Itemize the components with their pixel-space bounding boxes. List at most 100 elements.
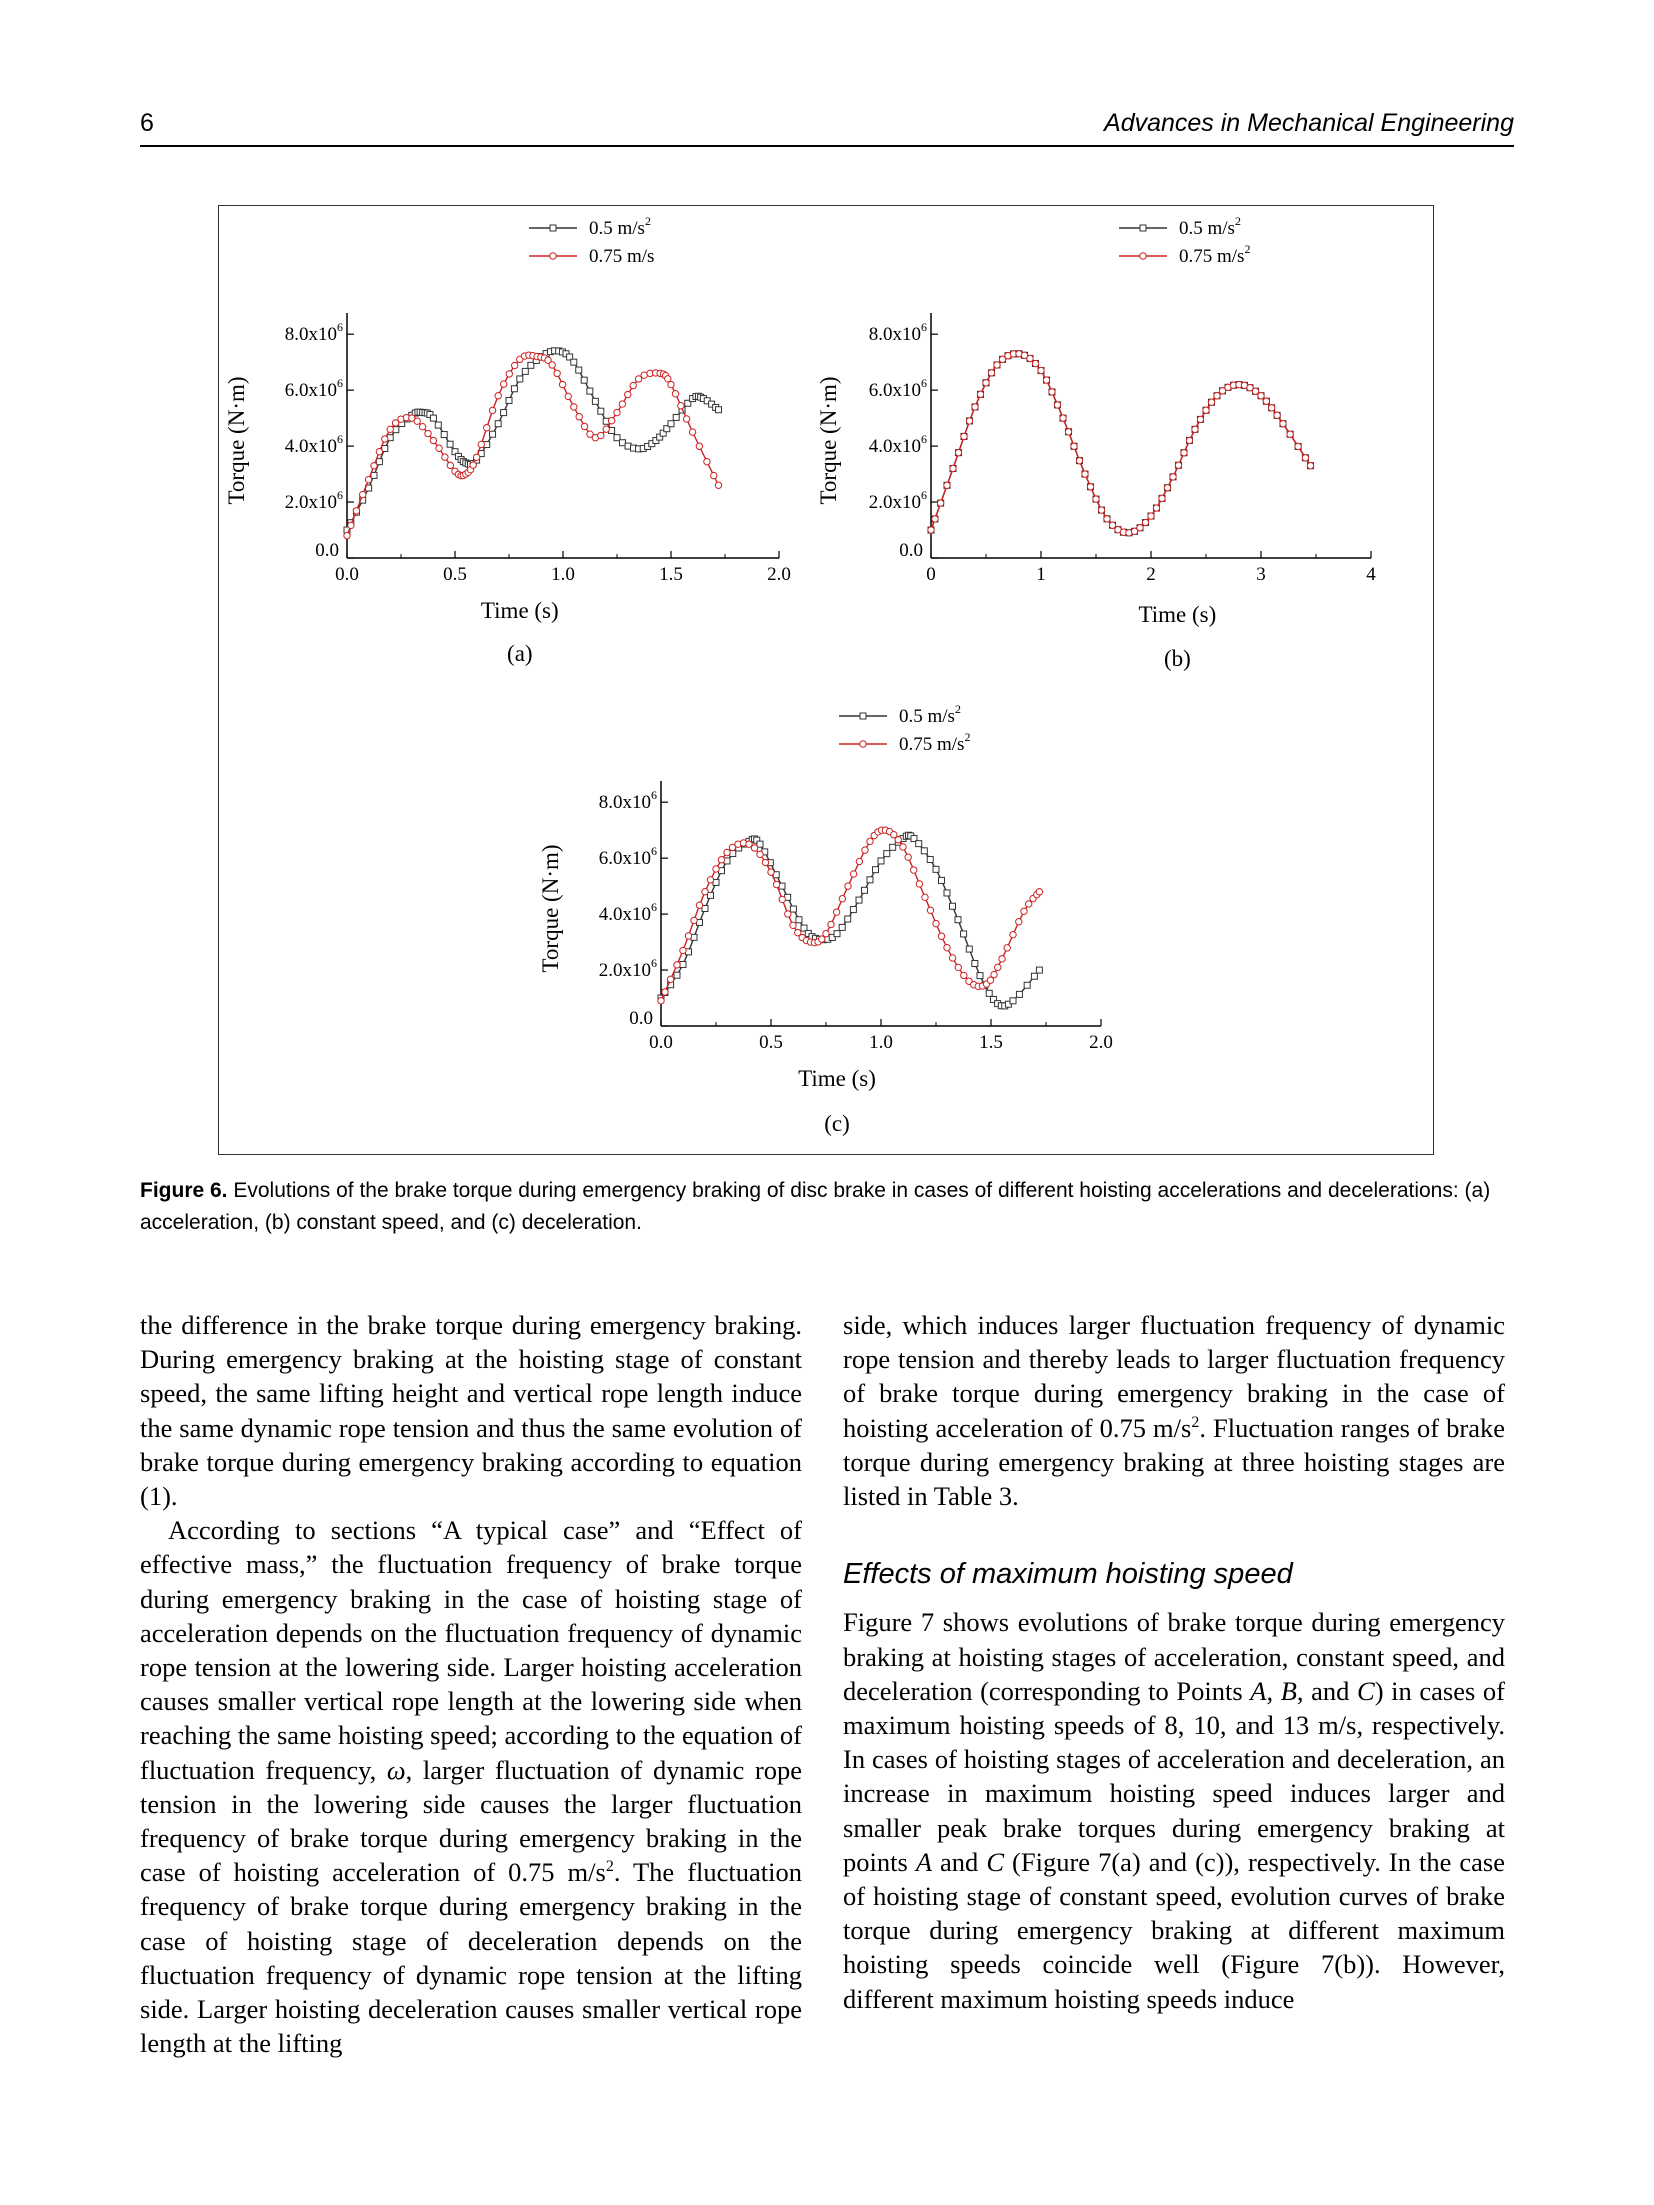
data-point (446, 440, 454, 448)
data-point (723, 848, 731, 857)
data-point (861, 886, 868, 894)
figure-6: 0.0 0.5 1.0 1.5 2.0 0.0 2.0x106 4.0x106 6.0x106 8… (218, 205, 1434, 1155)
data-point (849, 906, 857, 914)
legend-label: 0.5 m/s2 (589, 214, 651, 239)
y-tick-label: 2.0x106 (869, 488, 927, 513)
data-point (1097, 506, 1106, 514)
data-point (1075, 456, 1084, 465)
data-point (1020, 351, 1029, 359)
data-point (634, 375, 643, 383)
data-point (976, 390, 985, 399)
data-point (1218, 387, 1227, 395)
data-point (943, 943, 951, 952)
y-tick-label: 8.0x106 (869, 320, 927, 345)
data-point (932, 919, 940, 928)
data-point (943, 889, 951, 897)
data-point (998, 955, 1006, 963)
data-point (477, 440, 485, 449)
data-point (472, 453, 481, 461)
data-point (1306, 461, 1315, 470)
superscript: 2 (605, 1858, 614, 1876)
data-point (832, 908, 841, 916)
data-point (580, 376, 588, 384)
data-point (446, 461, 455, 470)
text-run: . Fluctuation ranges of brake torque dur… (843, 1412, 1506, 1512)
data-point (756, 840, 764, 848)
legend-marker (859, 712, 867, 720)
data-point (690, 916, 698, 925)
data-point (629, 381, 637, 390)
data-point (1180, 449, 1188, 457)
data-point (1246, 383, 1254, 392)
data-point (872, 866, 879, 874)
x-tick-label: 1.5 (659, 564, 683, 585)
data-point (1163, 484, 1172, 492)
data-point (358, 490, 367, 499)
data-point (828, 933, 836, 941)
chart-panel-1: 0.0 0.5 1.0 1.5 2.0 0.0 2.0x106 4.0x106 6.0x106 8… (224, 214, 791, 666)
data-point (613, 434, 621, 442)
data-point (1196, 415, 1205, 424)
data-point (1130, 527, 1139, 536)
data-point (1086, 483, 1095, 491)
data-point (1015, 990, 1023, 998)
data-point (844, 915, 852, 923)
data-point (656, 433, 664, 441)
x-tick-label: 0.5 (443, 564, 467, 585)
data-point (597, 407, 605, 415)
x-tick-label: 1.5 (979, 1032, 1003, 1053)
data-point (488, 406, 497, 415)
data-point (679, 960, 687, 968)
legend-label: 0.5 m/s2 (899, 702, 961, 727)
data-point (1103, 515, 1111, 523)
y-tick-label: 0.0 (315, 540, 339, 561)
data-point (418, 422, 427, 431)
x-tick-label: 4 (1366, 564, 1376, 585)
data-point (915, 840, 923, 848)
caption-text: Evolutions of the brake torque during em… (140, 1179, 1491, 1234)
y-tick-label: 6.0x106 (285, 376, 343, 401)
data-point (1294, 442, 1302, 451)
data-point (673, 971, 681, 979)
data-point (849, 870, 858, 878)
data-point (1009, 931, 1017, 939)
data-point (1174, 461, 1183, 469)
x-tick-label: 0.0 (649, 1032, 673, 1053)
data-point (1273, 411, 1281, 420)
data-point (695, 442, 704, 450)
legend-marker (859, 740, 867, 748)
data-point (990, 970, 998, 979)
data-point (949, 902, 956, 910)
data-point (521, 367, 529, 375)
data-point (586, 387, 594, 395)
data-point (370, 471, 378, 479)
data-point (375, 447, 384, 456)
data-point (602, 425, 610, 433)
panel-label: (b) (1164, 646, 1191, 671)
y-tick-label: 2.0x106 (285, 488, 343, 513)
data-point (745, 840, 753, 848)
paragraph: According to sections “A typical case” a… (140, 1513, 802, 2060)
y-tick-label: 2.0x106 (599, 956, 657, 981)
data-point (1030, 972, 1038, 980)
data-point (489, 430, 497, 438)
data-point (440, 431, 448, 439)
data-point (701, 905, 709, 912)
data-point (613, 408, 621, 417)
data-point (1003, 944, 1011, 952)
data-point (429, 436, 438, 445)
x-axis-label: Time (s) (1139, 602, 1217, 627)
data-point (1048, 388, 1056, 396)
data-point (684, 399, 692, 407)
data-point (500, 380, 508, 388)
data-point (375, 458, 383, 466)
data-point (575, 366, 583, 374)
data-point (688, 428, 697, 436)
data-point (750, 844, 759, 852)
caption-label: Figure 6. (140, 1179, 228, 1202)
data-point (1158, 494, 1166, 503)
text-run: A, B (1250, 1675, 1297, 1706)
data-point (483, 424, 491, 432)
data-point (784, 910, 792, 918)
data-point (890, 831, 898, 839)
